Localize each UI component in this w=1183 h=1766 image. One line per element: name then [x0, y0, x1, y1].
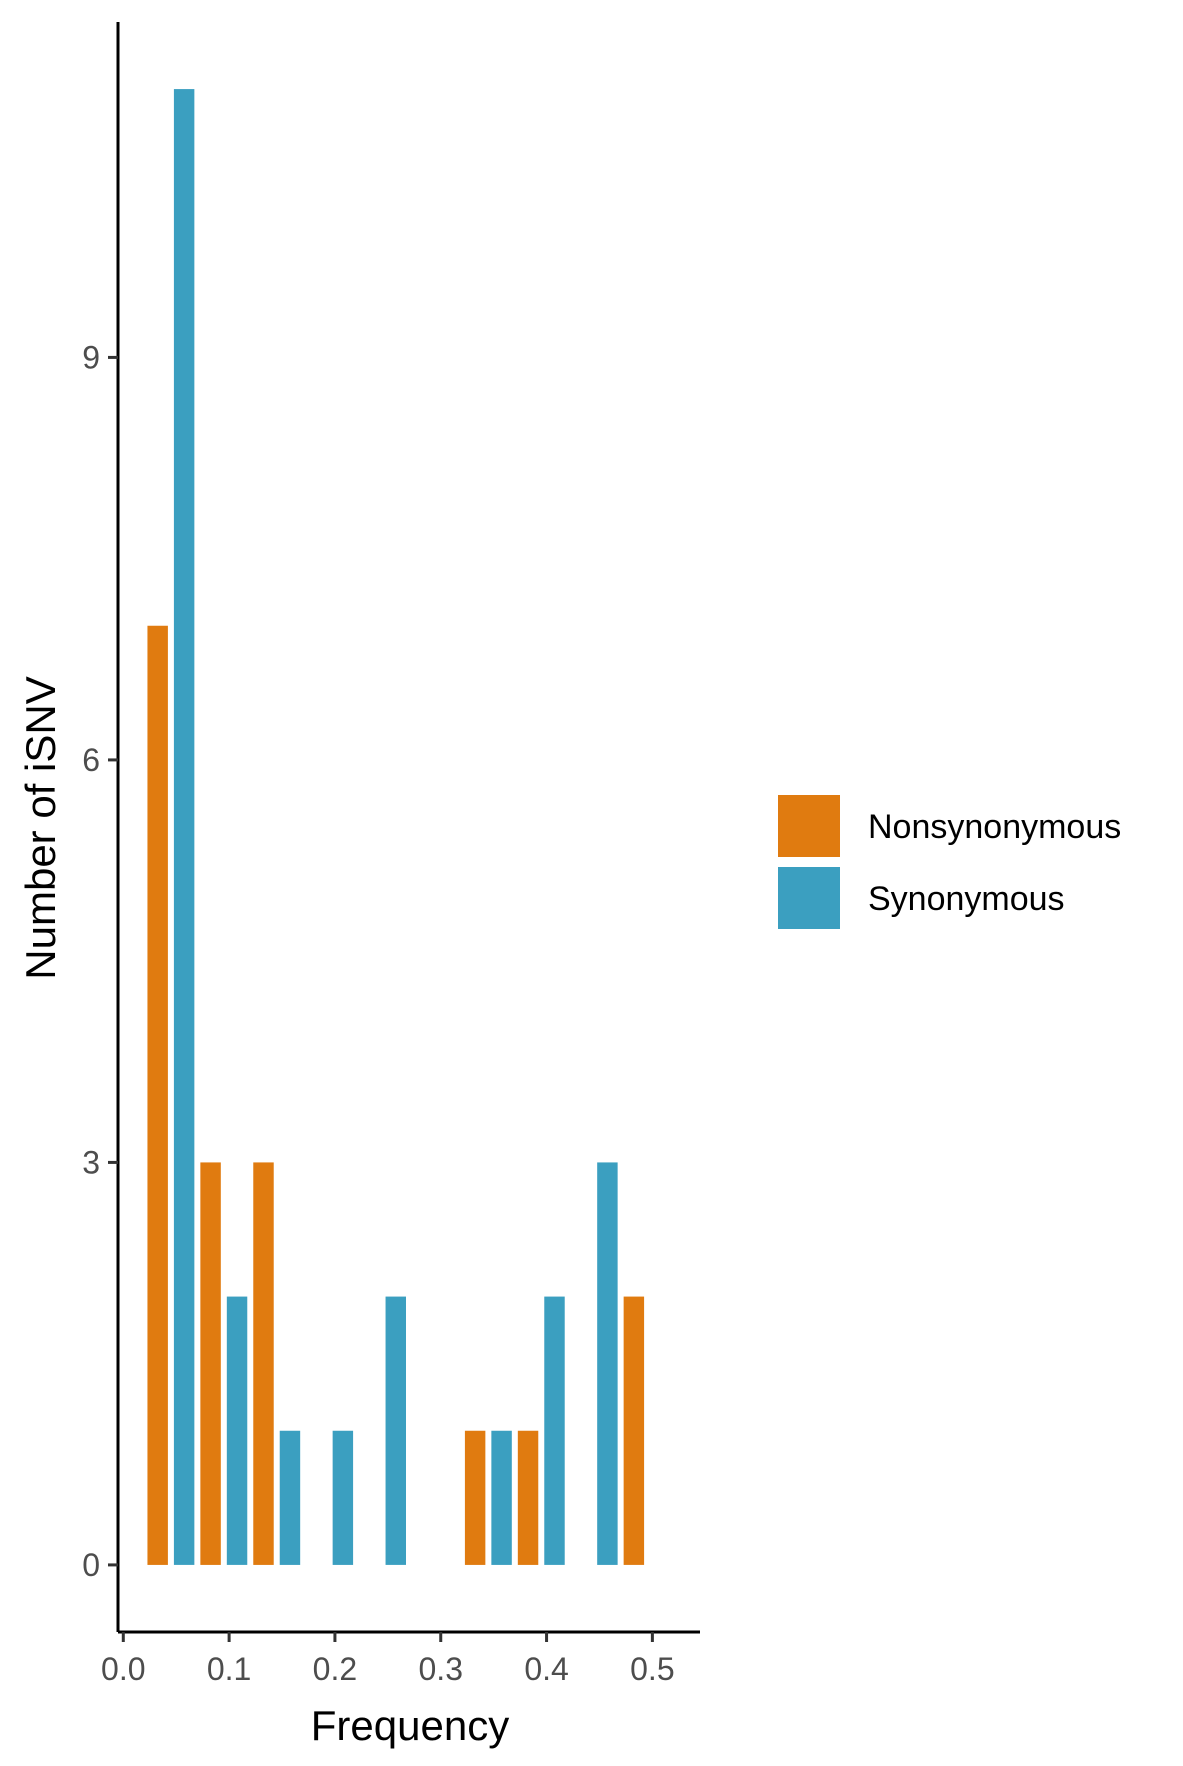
legend-key-nonsynonymous — [778, 795, 840, 857]
x-tick-label-4: 0.4 — [524, 1651, 568, 1687]
bars-group — [147, 89, 645, 1565]
bar-nonsynonymous-3 — [464, 1430, 486, 1565]
y-tick-label-1: 3 — [82, 1144, 100, 1180]
bar-synonymous-5 — [491, 1430, 512, 1565]
legend-label-nonsynonymous: Nonsynonymous — [868, 808, 1121, 846]
x-tick-label-0: 0.0 — [101, 1651, 145, 1687]
bar-nonsynonymous-5 — [623, 1296, 645, 1565]
bar-nonsynonymous-4 — [517, 1430, 539, 1565]
bar-synonymous-3 — [332, 1430, 354, 1565]
bar-synonymous-7 — [597, 1162, 618, 1565]
bar-synonymous-6 — [544, 1296, 565, 1565]
x-tick-label-2: 0.2 — [313, 1651, 357, 1687]
y-axis-title: Number of iSNV — [17, 676, 64, 979]
y-tick-label-3: 9 — [82, 339, 100, 375]
x-ticks-group: 0.0 0.1 0.2 0.3 0.4 0.5 — [101, 1632, 675, 1687]
bar-nonsynonymous-1 — [200, 1162, 221, 1565]
x-tick-label-5: 0.5 — [630, 1651, 674, 1687]
x-axis-title: Frequency — [311, 1702, 509, 1749]
y-tick-label-0: 0 — [82, 1547, 100, 1583]
x-tick-label-1: 0.1 — [207, 1651, 251, 1687]
x-tick-label-3: 0.3 — [419, 1651, 463, 1687]
legend-label-synonymous: Synonymous — [868, 880, 1065, 918]
bar-nonsynonymous-0 — [147, 625, 168, 1565]
y-tick-label-2: 6 — [82, 742, 100, 778]
legend: Nonsynonymous Synonymous — [778, 795, 1121, 929]
legend-key-synonymous — [778, 867, 840, 929]
bar-synonymous-0 — [173, 89, 195, 1565]
bar-synonymous-4 — [385, 1296, 406, 1565]
bar-synonymous-2 — [279, 1430, 301, 1565]
y-ticks-group: 0 3 6 9 — [82, 339, 118, 1583]
bar-nonsynonymous-2 — [253, 1162, 274, 1565]
bar-synonymous-1 — [226, 1296, 248, 1565]
